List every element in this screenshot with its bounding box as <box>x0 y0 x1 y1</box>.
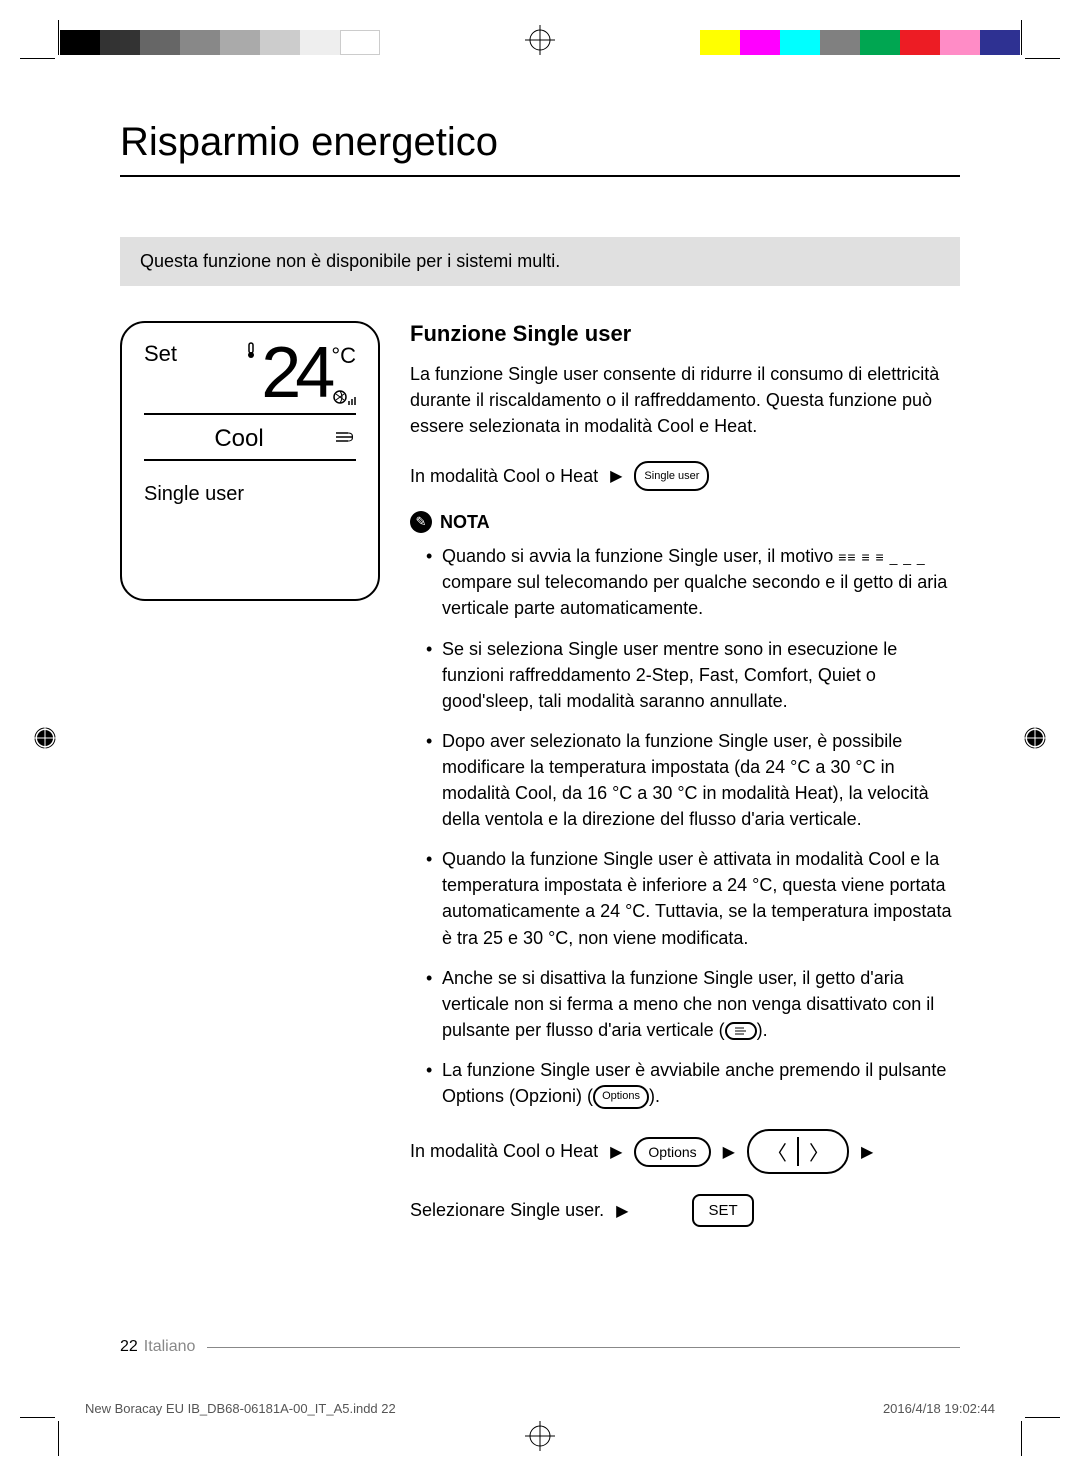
footer-rule <box>207 1347 960 1348</box>
crop-mark <box>1021 1421 1022 1456</box>
single-user-button[interactable]: Single user <box>634 461 709 491</box>
note-item: La funzione Single user è avviabile anch… <box>426 1057 960 1109</box>
thermometer-icon <box>243 341 259 359</box>
airflow-button-inline <box>725 1022 757 1040</box>
page-number: 22 <box>120 1338 138 1356</box>
page-footer: 22 Italiano <box>120 1338 960 1356</box>
colorbar-grayscale <box>60 30 380 55</box>
notes-list: Quando si avvia la funzione Single user,… <box>410 543 960 1109</box>
set-button[interactable]: SET <box>692 1194 753 1227</box>
crop-mark <box>58 1421 59 1456</box>
crop-mark <box>20 58 55 59</box>
colorbar-color <box>700 30 1020 55</box>
mode-text: Cool <box>214 425 263 453</box>
nav-left-icon: 〈 <box>757 1137 799 1166</box>
arrow-icon: ▶ <box>610 466 622 486</box>
step-line-2: In modalità Cool o Heat ▶ Options ▶ 〈 〉 … <box>410 1129 960 1174</box>
print-file: New Boracay EU IB_DB68-06181A-00_IT_A5.i… <box>85 1401 396 1416</box>
arrow-icon: ▶ <box>616 1201 628 1221</box>
nota-header: ✎ NOTA <box>410 511 960 533</box>
status-text: Single user <box>144 483 356 506</box>
crop-mark <box>20 1417 55 1418</box>
options-button-inline: Options <box>593 1085 649 1109</box>
step3-prefix: Selezionare Single user. <box>410 1200 604 1221</box>
note-icon: ✎ <box>410 511 432 533</box>
pattern-icon: ≡≡ ≡ ≡ _ _ _ <box>838 547 925 567</box>
page-language: Italiano <box>144 1338 196 1356</box>
set-label: Set <box>144 341 177 367</box>
step2-prefix: In modalità Cool o Heat <box>410 1141 598 1162</box>
note-item: Anche se si disattiva la funzione Single… <box>426 965 960 1043</box>
crop-mark <box>1025 1417 1060 1418</box>
step-line-3: Selezionare Single user. ▶ SET <box>410 1194 960 1227</box>
arrow-icon: ▶ <box>723 1142 735 1162</box>
remote-display: Set 24 °C Cool Single user <box>120 321 380 601</box>
print-timestamp: 2016/4/18 19:02:44 <box>883 1401 995 1416</box>
page-content: Risparmio energetico Questa funzione non… <box>120 120 960 1356</box>
options-button[interactable]: Options <box>634 1137 710 1167</box>
fan-icon <box>332 387 356 407</box>
step1-prefix: In modalità Cool o Heat <box>410 466 598 487</box>
notice-bar: Questa funzione non è disponibile per i … <box>120 237 960 286</box>
arrow-icon: ▶ <box>610 1142 622 1162</box>
intro-paragraph: La funzione Single user consente di ridu… <box>410 361 960 439</box>
nav-right-icon: 〉 <box>799 1137 839 1166</box>
crop-mark <box>1021 20 1022 55</box>
nota-label: NOTA <box>440 512 490 533</box>
temp-unit: °C <box>331 343 356 369</box>
crop-mark <box>58 20 59 55</box>
crop-mark <box>1025 58 1060 59</box>
registration-mark-left <box>30 723 60 753</box>
airflow-icon <box>334 431 356 447</box>
arrow-icon: ▶ <box>861 1142 873 1162</box>
note-item: Quando si avvia la funzione Single user,… <box>426 543 960 621</box>
section-heading: Funzione Single user <box>410 321 960 347</box>
temp-value: 24 <box>261 341 329 406</box>
note-item: Dopo aver selezionato la funzione Single… <box>426 728 960 832</box>
registration-mark-right <box>1020 723 1050 753</box>
page-title: Risparmio energetico <box>120 120 960 177</box>
print-footer: New Boracay EU IB_DB68-06181A-00_IT_A5.i… <box>85 1401 995 1416</box>
registration-mark-bottom <box>525 1421 555 1451</box>
registration-mark-top <box>525 25 555 55</box>
nav-left-right-button[interactable]: 〈 〉 <box>747 1129 849 1174</box>
step-line-1: In modalità Cool o Heat ▶ Single user <box>410 461 960 491</box>
note-item: Quando la funzione Single user è attivat… <box>426 846 960 950</box>
note-item: Se si seleziona Single user mentre sono … <box>426 636 960 714</box>
